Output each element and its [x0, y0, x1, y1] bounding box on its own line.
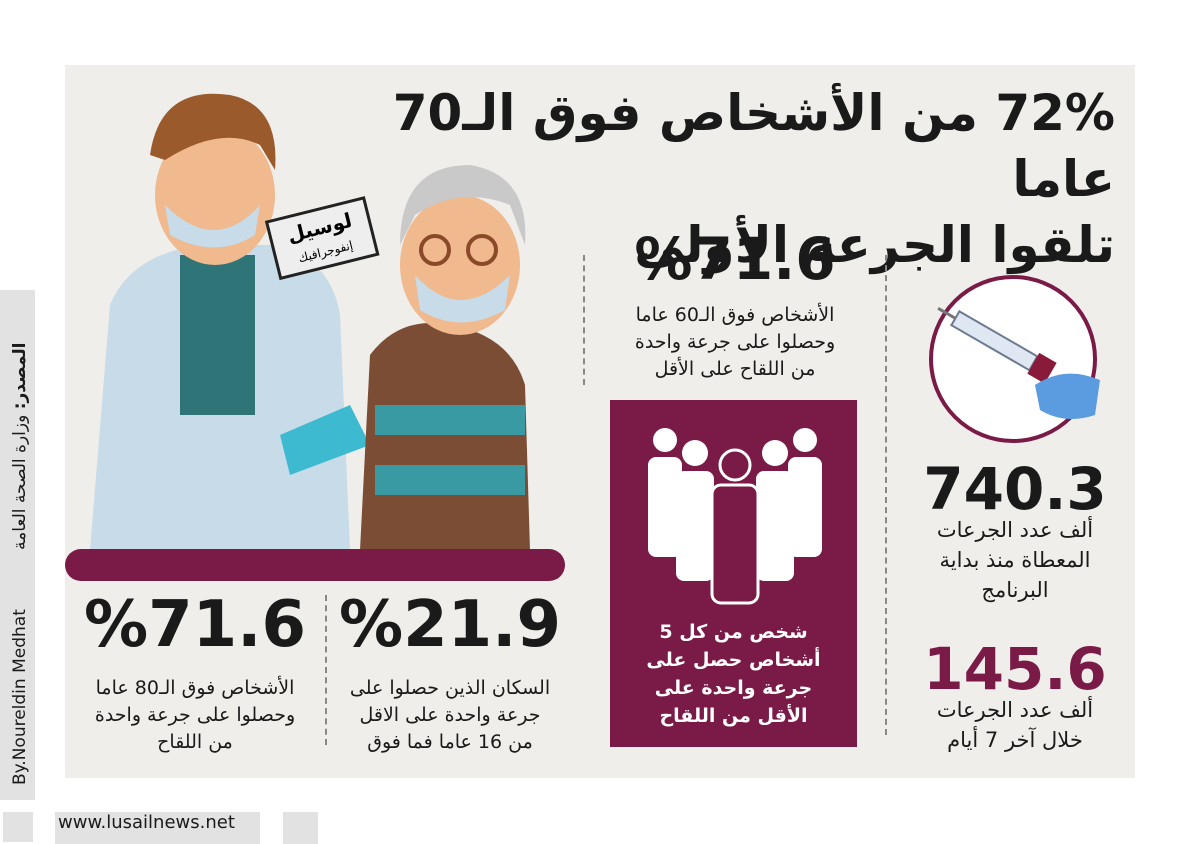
divider [583, 255, 585, 385]
stat-line: جرعة واحدة على الاقل [359, 704, 541, 726]
stat-line: من اللقاح [157, 731, 233, 753]
stat-value: 145.6 [923, 635, 1107, 703]
footer-url: www.lusailnews.net [58, 812, 235, 833]
stat-line: ألف عدد الجرعات [936, 518, 1094, 542]
illustration: لوسيل إنفوجرافيك [90, 93, 530, 550]
author: By.Noureldin Medhat [10, 609, 30, 785]
stat-desc: الأشخاص فوق الـ80 عاما وحصلوا على جرعة و… [75, 675, 315, 756]
stat-line: وحصلوا على جرعة واحدة [634, 331, 836, 353]
stat-line: المعطاة منذ بداية [939, 548, 1091, 572]
people-icon [648, 428, 822, 605]
stat-desc: السكان الذين حصلوا على جرعة واحدة على ال… [330, 675, 570, 756]
footer-block [283, 812, 318, 844]
stat-desc: ألف عدد الجرعات خلال آخر 7 أيام [895, 695, 1135, 755]
stat-line: من اللقاح على الأقل [654, 358, 816, 380]
stat-desc: ألف عدد الجرعات المعطاة منذ بداية البرنا… [895, 515, 1135, 605]
stat-line: الأشخاص فوق الـ80 عاما [95, 677, 295, 699]
footer-bg [55, 812, 260, 844]
stat-line: خلال آخر 7 أيام [947, 728, 1083, 752]
divider [325, 595, 327, 745]
title-line: 72% من الأشخاص فوق الـ70 عاما [392, 84, 1115, 208]
source: المصدر: وزارة الصحة العامة [10, 343, 30, 550]
stat-desc: الأشخاص فوق الـ60 عاما وحصلوا على جرعة و… [600, 302, 870, 383]
stat-line: من 16 عاما فما فوق [367, 731, 533, 753]
purple-bar [65, 549, 565, 581]
source-label: المصدر: [10, 342, 30, 410]
stat-value: %71.6 [83, 588, 307, 662]
highlight-line: شخص من كل 5 [659, 621, 808, 643]
stat-value: %71.6 [634, 225, 836, 293]
stat-line: وحصلوا على جرعة واحدة [94, 704, 296, 726]
title: 72% من الأشخاص فوق الـ70 عاما تلقوا الجر… [355, 80, 1115, 278]
highlight-line: جرعة واحدة على [654, 677, 813, 699]
sidebar [0, 290, 35, 800]
stat-line: الأشخاص فوق الـ60 عاما [635, 304, 835, 326]
stat-line: ألف عدد الجرعات [936, 698, 1094, 722]
syringe-icon [929, 275, 1100, 443]
stat-value: %21.9 [338, 588, 562, 662]
stat-value: 740.3 [923, 455, 1107, 523]
sidebar-foot [3, 812, 33, 842]
title-line: تلقوا الجرعة الأولى [634, 216, 1115, 274]
stat-line: البرنامج [981, 578, 1049, 602]
highlight-text: شخص من كل 5 أشخاص حصل على جرعة واحدة على… [610, 618, 857, 730]
source-text: وزارة الصحة العامة [10, 414, 30, 550]
highlight-line: أشخاص حصل على [646, 649, 821, 671]
stat-line: السكان الذين حصلوا على [349, 677, 551, 699]
highlight-line: الأقل من اللقاح [659, 705, 808, 727]
divider [885, 255, 887, 735]
